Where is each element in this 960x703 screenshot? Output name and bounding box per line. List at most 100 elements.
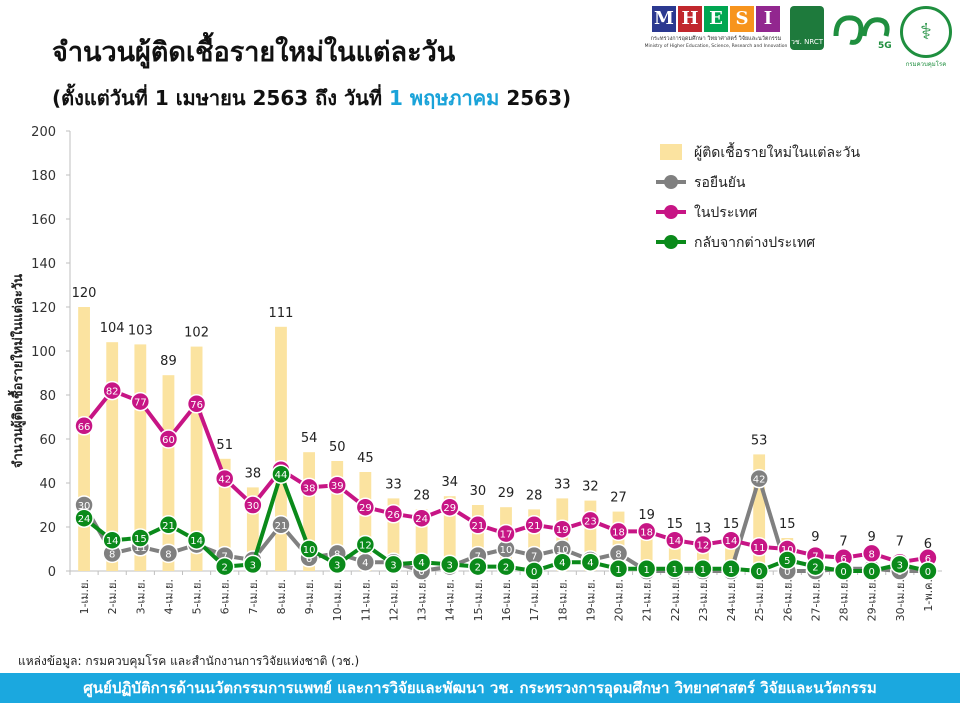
data-point-label: 42	[753, 475, 766, 486]
x-tick-label: 8-เม.ย.	[275, 579, 288, 614]
bar-value-label: 30	[470, 484, 487, 499]
data-point-label: 0	[784, 567, 790, 578]
bar-value-label: 13	[695, 521, 712, 536]
data-point-label: 29	[359, 503, 372, 514]
data-point	[918, 561, 938, 581]
data-point-label: 3	[334, 560, 340, 571]
bar-value-label: 34	[441, 475, 458, 490]
bar-value-label: 33	[385, 477, 402, 492]
data-point	[665, 530, 685, 550]
mhesi-letter: S	[730, 6, 754, 32]
data-point-label: 3	[897, 560, 903, 571]
data-point	[411, 552, 432, 572]
data-point	[439, 497, 460, 517]
data-point-label: 82	[106, 387, 119, 398]
data-point-label: 77	[134, 398, 147, 409]
x-tick-label: 22-เม.ย.	[669, 579, 682, 621]
data-point	[74, 508, 94, 528]
data-point	[665, 559, 685, 579]
data-point	[383, 554, 404, 575]
data-point	[102, 380, 122, 401]
bar-value-label: 111	[269, 306, 294, 321]
data-point	[468, 556, 488, 577]
data-point-label: 21	[162, 521, 175, 532]
y-tick-label: 160	[31, 213, 56, 228]
data-point-label: 8	[868, 549, 874, 560]
data-point-label: 5	[784, 556, 790, 567]
data-point	[243, 495, 263, 515]
data-point-label: 2	[222, 563, 228, 574]
bar-value-label: 9	[868, 530, 876, 545]
legend-label: ผู้ติดเชื้อรายใหม่ในแต่ละวัน	[694, 142, 860, 161]
x-tick-label: 4-เม.ย.	[162, 579, 175, 614]
legend-label: ในประเทศ	[694, 204, 757, 221]
x-tick-label: 9-เม.ย.	[303, 579, 316, 614]
bar-value-label: 27	[610, 491, 627, 506]
data-point-label: 21	[275, 521, 288, 532]
bar	[134, 344, 147, 571]
data-point-label: 21	[472, 521, 485, 532]
data-point	[158, 429, 179, 449]
data-point-label: 7	[531, 552, 537, 563]
mhesi-en-caption: Ministry of Higher Education, Science, R…	[644, 44, 788, 49]
data-point-label: 0	[840, 567, 846, 578]
bar-value-label: 38	[245, 466, 262, 481]
data-point-label: 24	[415, 514, 428, 525]
x-tick-label: 12-เม.ย.	[387, 579, 400, 621]
x-tick-label: 18-เม.ย.	[556, 579, 569, 621]
data-point-label: 24	[78, 514, 91, 525]
data-point	[130, 391, 151, 412]
data-point-label: 18	[612, 527, 625, 538]
data-point	[749, 561, 769, 581]
bar-value-label: 7	[839, 535, 847, 550]
data-point	[636, 559, 657, 579]
data-point-label: 19	[556, 525, 569, 536]
bar-value-label: 29	[498, 486, 515, 501]
x-tick-label: 28-เม.ย.	[838, 579, 851, 621]
x-tick-label: 13-เม.ย.	[416, 579, 429, 621]
bar-value-label: 28	[413, 488, 430, 503]
data-point	[496, 523, 516, 544]
data-point	[693, 559, 713, 579]
mhesi-letter: I	[756, 6, 780, 32]
anniversary-mark-icon: 5G	[833, 15, 892, 51]
data-source-note: แหล่งข้อมูล: กรมควบคุมโรค และสำนักงานการ…	[18, 654, 360, 668]
data-point-label: 60	[162, 435, 175, 446]
data-point	[468, 515, 488, 535]
bar	[106, 342, 119, 571]
data-point	[214, 468, 235, 489]
bar	[218, 458, 231, 571]
y-tick-label: 60	[39, 433, 56, 448]
anniversary-5g-label: 5G	[878, 41, 892, 50]
bar-value-label: 120	[72, 286, 97, 301]
footer-banner-text: ศูนย์ปฏิบัติการด้านนวัตกรรมการแพทย์ และก…	[83, 679, 877, 697]
x-tick-label: 25-เม.ย.	[753, 579, 766, 621]
moph-emblem-icon: ⚕	[900, 6, 952, 58]
data-point	[749, 468, 769, 489]
chart-legend: ผู้ติดเชื้อรายใหม่ในแต่ละวันรอยืนยันในปร…	[656, 142, 860, 251]
legend-swatch-dot	[664, 235, 678, 249]
x-tick-label: 14-เม.ย.	[444, 579, 457, 621]
data-point	[130, 528, 151, 548]
bar-value-label: 54	[301, 431, 318, 446]
data-point-label: 3	[390, 560, 396, 571]
data-point	[411, 508, 432, 528]
data-point	[833, 561, 854, 581]
data-point	[721, 530, 741, 550]
data-point-label: 4	[559, 558, 565, 569]
data-point	[383, 504, 404, 524]
data-point-label: 30	[78, 501, 91, 512]
x-tick-label: 17-เม.ย.	[528, 579, 541, 621]
x-tick-label: 23-เม.ย.	[697, 579, 710, 621]
data-point	[271, 515, 291, 535]
data-point	[299, 539, 319, 559]
bar-value-label: 50	[329, 440, 346, 455]
data-point-label: 0	[756, 567, 762, 578]
legend-swatch-dot	[664, 175, 678, 189]
data-point-label: 66	[78, 422, 91, 433]
page-title: จำนวนผู้ติดเชื้อรายใหม่ในแต่ละวัน	[52, 37, 456, 68]
x-tick-label: 21-เม.ย.	[641, 579, 654, 621]
bar	[275, 326, 287, 571]
